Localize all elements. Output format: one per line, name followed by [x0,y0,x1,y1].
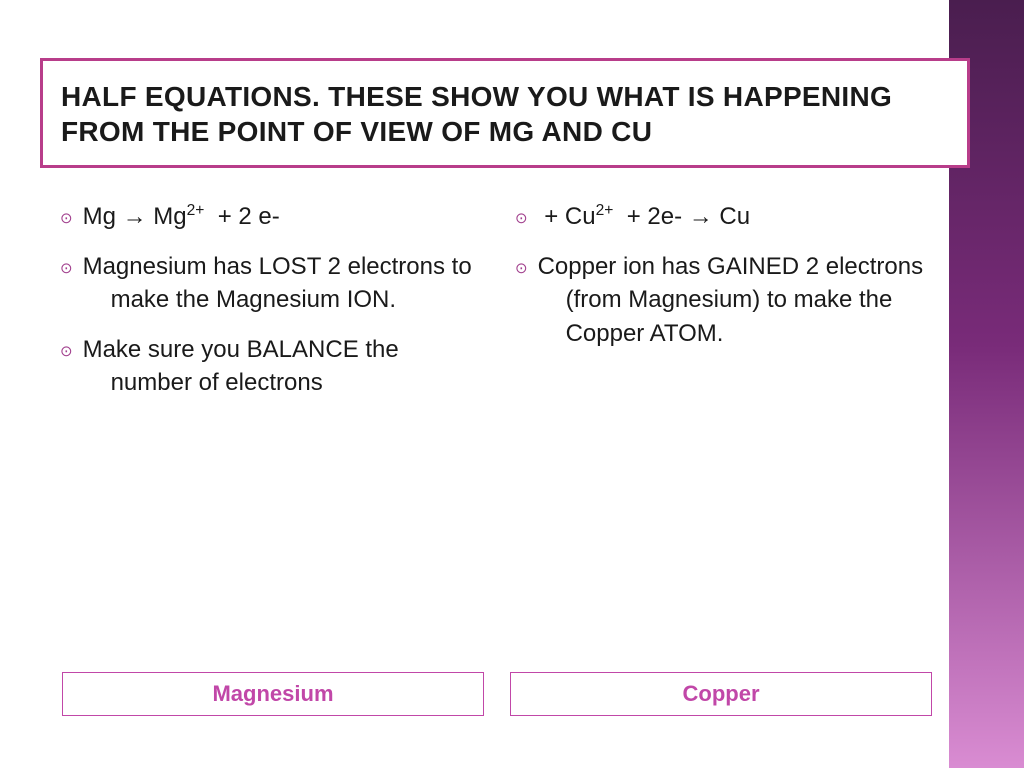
list-item: ⊙ Make sure you BALANCE the number of el… [60,333,475,400]
content-columns: ⊙ Mg → Mg2+ + 2 e- ⊙ Magnesium has LOST … [60,200,930,416]
copper-label: Copper [510,672,932,716]
list-item: ⊙ + Cu2+ + 2e- → Cu [515,200,930,234]
list-item: ⊙ Mg → Mg2+ + 2 e- [60,200,475,234]
bullet-icon: ⊙ [60,258,73,279]
slide-title: HALF EQUATIONS. THESE SHOW YOU WHAT IS H… [61,79,949,149]
bullet-text: + Cu2+ + 2e- → Cu [538,200,930,234]
left-column: ⊙ Mg → Mg2+ + 2 e- ⊙ Magnesium has LOST … [60,200,475,416]
bullet-text: Copper ion has GAINED 2 electrons (from … [538,250,930,351]
title-container: HALF EQUATIONS. THESE SHOW YOU WHAT IS H… [40,58,970,168]
bullet-text: Mg → Mg2+ + 2 e- [83,200,475,234]
bullet-text: Make sure you BALANCE the number of elec… [83,333,475,400]
column-labels: Magnesium Copper [62,672,932,716]
bullet-icon: ⊙ [515,258,528,279]
list-item: ⊙ Magnesium has LOST 2 electrons to make… [60,250,475,317]
bullet-icon: ⊙ [515,208,528,229]
bullet-text: Magnesium has LOST 2 electrons to make t… [83,250,475,317]
list-item: ⊙ Copper ion has GAINED 2 electrons (fro… [515,250,930,351]
magnesium-label: Magnesium [62,672,484,716]
bullet-icon: ⊙ [60,208,73,229]
right-column: ⊙ + Cu2+ + 2e- → Cu ⊙ Copper ion has GAI… [515,200,930,416]
bullet-icon: ⊙ [60,341,73,362]
